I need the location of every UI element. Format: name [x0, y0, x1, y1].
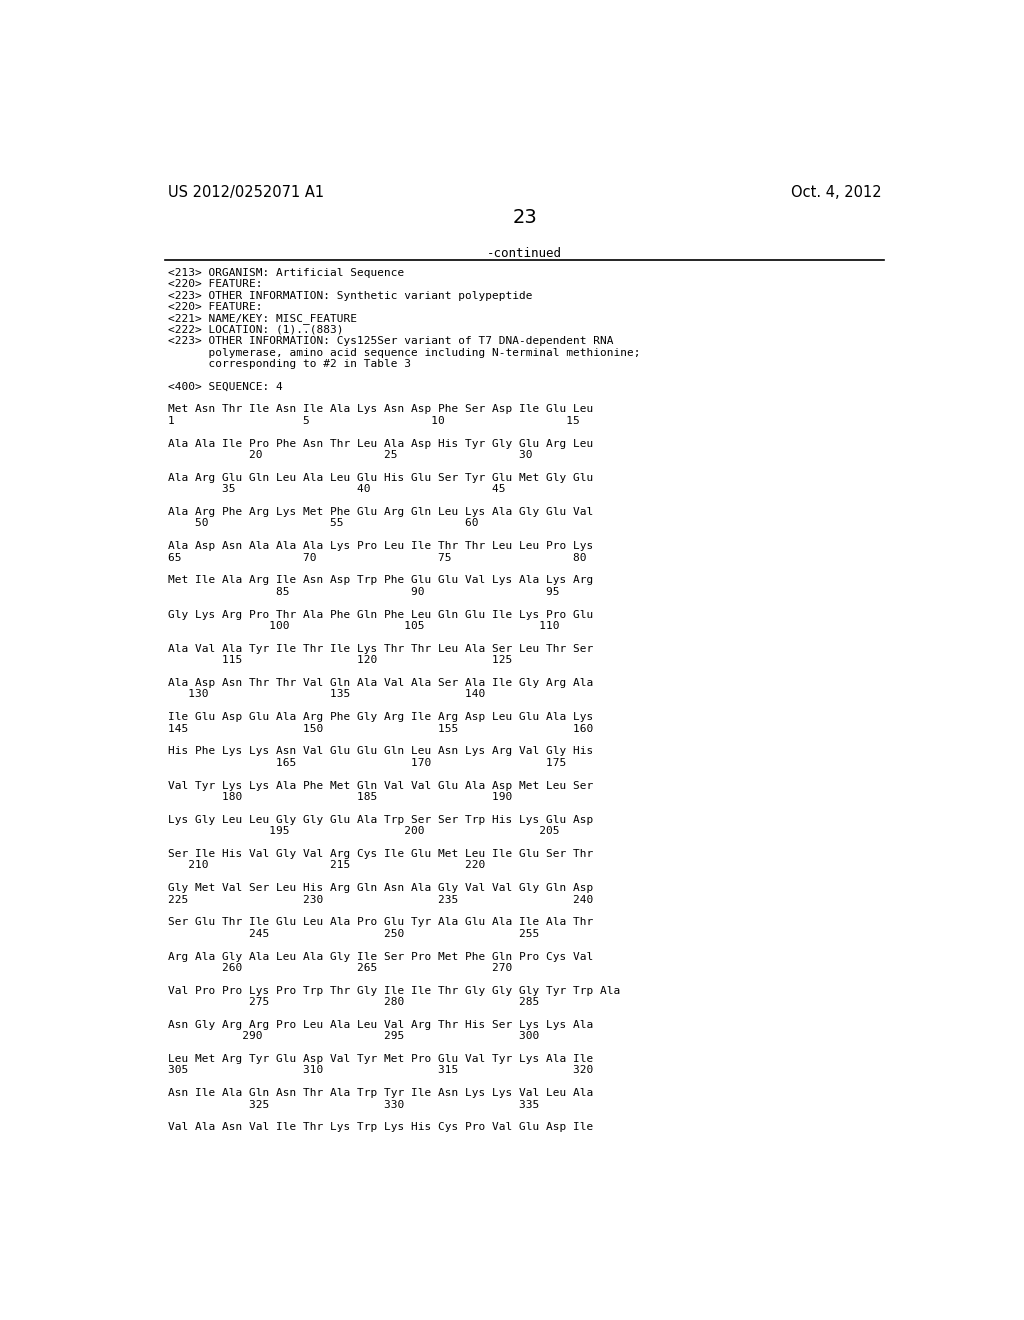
- Text: Ala Ala Ile Pro Phe Asn Thr Leu Ala Asp His Tyr Gly Glu Arg Leu: Ala Ala Ile Pro Phe Asn Thr Leu Ala Asp …: [168, 438, 594, 449]
- Text: Val Ala Asn Val Ile Thr Lys Trp Lys His Cys Pro Val Glu Asp Ile: Val Ala Asn Val Ile Thr Lys Trp Lys His …: [168, 1122, 594, 1133]
- Text: Val Tyr Lys Lys Ala Phe Met Gln Val Val Glu Ala Asp Met Leu Ser: Val Tyr Lys Lys Ala Phe Met Gln Val Val …: [168, 780, 594, 791]
- Text: Ile Glu Asp Glu Ala Arg Phe Gly Arg Ile Arg Asp Leu Glu Ala Lys: Ile Glu Asp Glu Ala Arg Phe Gly Arg Ile …: [168, 713, 594, 722]
- Text: Val Pro Pro Lys Pro Trp Thr Gly Ile Ile Thr Gly Gly Gly Tyr Trp Ala: Val Pro Pro Lys Pro Trp Thr Gly Ile Ile …: [168, 986, 621, 995]
- Text: corresponding to #2 in Table 3: corresponding to #2 in Table 3: [168, 359, 412, 368]
- Text: <213> ORGANISM: Artificial Sequence: <213> ORGANISM: Artificial Sequence: [168, 268, 404, 277]
- Text: <223> OTHER INFORMATION: Synthetic variant polypeptide: <223> OTHER INFORMATION: Synthetic varia…: [168, 290, 532, 301]
- Text: Asn Ile Ala Gln Asn Thr Ala Trp Tyr Ile Asn Lys Lys Val Leu Ala: Asn Ile Ala Gln Asn Thr Ala Trp Tyr Ile …: [168, 1088, 594, 1098]
- Text: 1                   5                  10                  15: 1 5 10 15: [168, 416, 580, 426]
- Text: <220> FEATURE:: <220> FEATURE:: [168, 302, 263, 312]
- Text: 290                  295                 300: 290 295 300: [168, 1031, 540, 1041]
- Text: 115                 120                 125: 115 120 125: [168, 655, 513, 665]
- Text: 50                  55                  60: 50 55 60: [168, 519, 479, 528]
- Text: 145                 150                 155                 160: 145 150 155 160: [168, 723, 594, 734]
- Text: 23: 23: [512, 209, 538, 227]
- Text: 65                  70                  75                  80: 65 70 75 80: [168, 553, 587, 562]
- Text: 225                 230                 235                 240: 225 230 235 240: [168, 895, 594, 904]
- Text: 20                  25                  30: 20 25 30: [168, 450, 532, 461]
- Text: 210                  215                 220: 210 215 220: [168, 861, 485, 870]
- Text: 165                 170                 175: 165 170 175: [168, 758, 566, 768]
- Text: Gly Met Val Ser Leu His Arg Gln Asn Ala Gly Val Val Gly Gln Asp: Gly Met Val Ser Leu His Arg Gln Asn Ala …: [168, 883, 594, 894]
- Text: Arg Ala Gly Ala Leu Ala Gly Ile Ser Pro Met Phe Gln Pro Cys Val: Arg Ala Gly Ala Leu Ala Gly Ile Ser Pro …: [168, 952, 594, 961]
- Text: 180                 185                 190: 180 185 190: [168, 792, 513, 803]
- Text: 35                  40                  45: 35 40 45: [168, 484, 506, 494]
- Text: 305                 310                 315                 320: 305 310 315 320: [168, 1065, 594, 1076]
- Text: 245                 250                 255: 245 250 255: [168, 929, 540, 939]
- Text: <222> LOCATION: (1)..(883): <222> LOCATION: (1)..(883): [168, 325, 344, 335]
- Text: Lys Gly Leu Leu Gly Gly Glu Ala Trp Ser Ser Trp His Lys Glu Asp: Lys Gly Leu Leu Gly Gly Glu Ala Trp Ser …: [168, 814, 594, 825]
- Text: Ala Arg Phe Arg Lys Met Phe Glu Arg Gln Leu Lys Ala Gly Glu Val: Ala Arg Phe Arg Lys Met Phe Glu Arg Gln …: [168, 507, 594, 517]
- Text: 325                 330                 335: 325 330 335: [168, 1100, 540, 1110]
- Text: -continued: -continued: [487, 247, 562, 260]
- Text: <221> NAME/KEY: MISC_FEATURE: <221> NAME/KEY: MISC_FEATURE: [168, 313, 357, 325]
- Text: Ala Asp Asn Ala Ala Ala Lys Pro Leu Ile Thr Thr Leu Leu Pro Lys: Ala Asp Asn Ala Ala Ala Lys Pro Leu Ile …: [168, 541, 594, 552]
- Text: Met Asn Thr Ile Asn Ile Ala Lys Asn Asp Phe Ser Asp Ile Glu Leu: Met Asn Thr Ile Asn Ile Ala Lys Asn Asp …: [168, 404, 594, 414]
- Text: His Phe Lys Lys Asn Val Glu Glu Gln Leu Asn Lys Arg Val Gly His: His Phe Lys Lys Asn Val Glu Glu Gln Leu …: [168, 746, 594, 756]
- Text: 260                 265                 270: 260 265 270: [168, 962, 513, 973]
- Text: Ala Val Ala Tyr Ile Thr Ile Lys Thr Thr Leu Ala Ser Leu Thr Ser: Ala Val Ala Tyr Ile Thr Ile Lys Thr Thr …: [168, 644, 594, 653]
- Text: 85                  90                  95: 85 90 95: [168, 587, 560, 597]
- Text: 100                 105                 110: 100 105 110: [168, 620, 560, 631]
- Text: Ser Glu Thr Ile Glu Leu Ala Pro Glu Tyr Ala Glu Ala Ile Ala Thr: Ser Glu Thr Ile Glu Leu Ala Pro Glu Tyr …: [168, 917, 594, 928]
- Text: Ala Asp Asn Thr Thr Val Gln Ala Val Ala Ser Ala Ile Gly Arg Ala: Ala Asp Asn Thr Thr Val Gln Ala Val Ala …: [168, 678, 594, 688]
- Text: 275                 280                 285: 275 280 285: [168, 997, 540, 1007]
- Text: <220> FEATURE:: <220> FEATURE:: [168, 279, 263, 289]
- Text: Met Ile Ala Arg Ile Asn Asp Trp Phe Glu Glu Val Lys Ala Lys Arg: Met Ile Ala Arg Ile Asn Asp Trp Phe Glu …: [168, 576, 594, 586]
- Text: Asn Gly Arg Arg Pro Leu Ala Leu Val Arg Thr His Ser Lys Lys Ala: Asn Gly Arg Arg Pro Leu Ala Leu Val Arg …: [168, 1020, 594, 1030]
- Text: Ser Ile His Val Gly Val Arg Cys Ile Glu Met Leu Ile Glu Ser Thr: Ser Ile His Val Gly Val Arg Cys Ile Glu …: [168, 849, 594, 859]
- Text: Gly Lys Arg Pro Thr Ala Phe Gln Phe Leu Gln Glu Ile Lys Pro Glu: Gly Lys Arg Pro Thr Ala Phe Gln Phe Leu …: [168, 610, 594, 619]
- Text: 195                 200                 205: 195 200 205: [168, 826, 560, 836]
- Text: US 2012/0252071 A1: US 2012/0252071 A1: [168, 185, 325, 201]
- Text: <400> SEQUENCE: 4: <400> SEQUENCE: 4: [168, 381, 283, 392]
- Text: <223> OTHER INFORMATION: Cys125Ser variant of T7 DNA-dependent RNA: <223> OTHER INFORMATION: Cys125Ser varia…: [168, 337, 613, 346]
- Text: Leu Met Arg Tyr Glu Asp Val Tyr Met Pro Glu Val Tyr Lys Ala Ile: Leu Met Arg Tyr Glu Asp Val Tyr Met Pro …: [168, 1055, 594, 1064]
- Text: Oct. 4, 2012: Oct. 4, 2012: [791, 185, 882, 201]
- Text: polymerase, amino acid sequence including N-terminal methionine;: polymerase, amino acid sequence includin…: [168, 347, 641, 358]
- Text: 130                  135                 140: 130 135 140: [168, 689, 485, 700]
- Text: Ala Arg Glu Gln Leu Ala Leu Glu His Glu Ser Tyr Glu Met Gly Glu: Ala Arg Glu Gln Leu Ala Leu Glu His Glu …: [168, 473, 594, 483]
